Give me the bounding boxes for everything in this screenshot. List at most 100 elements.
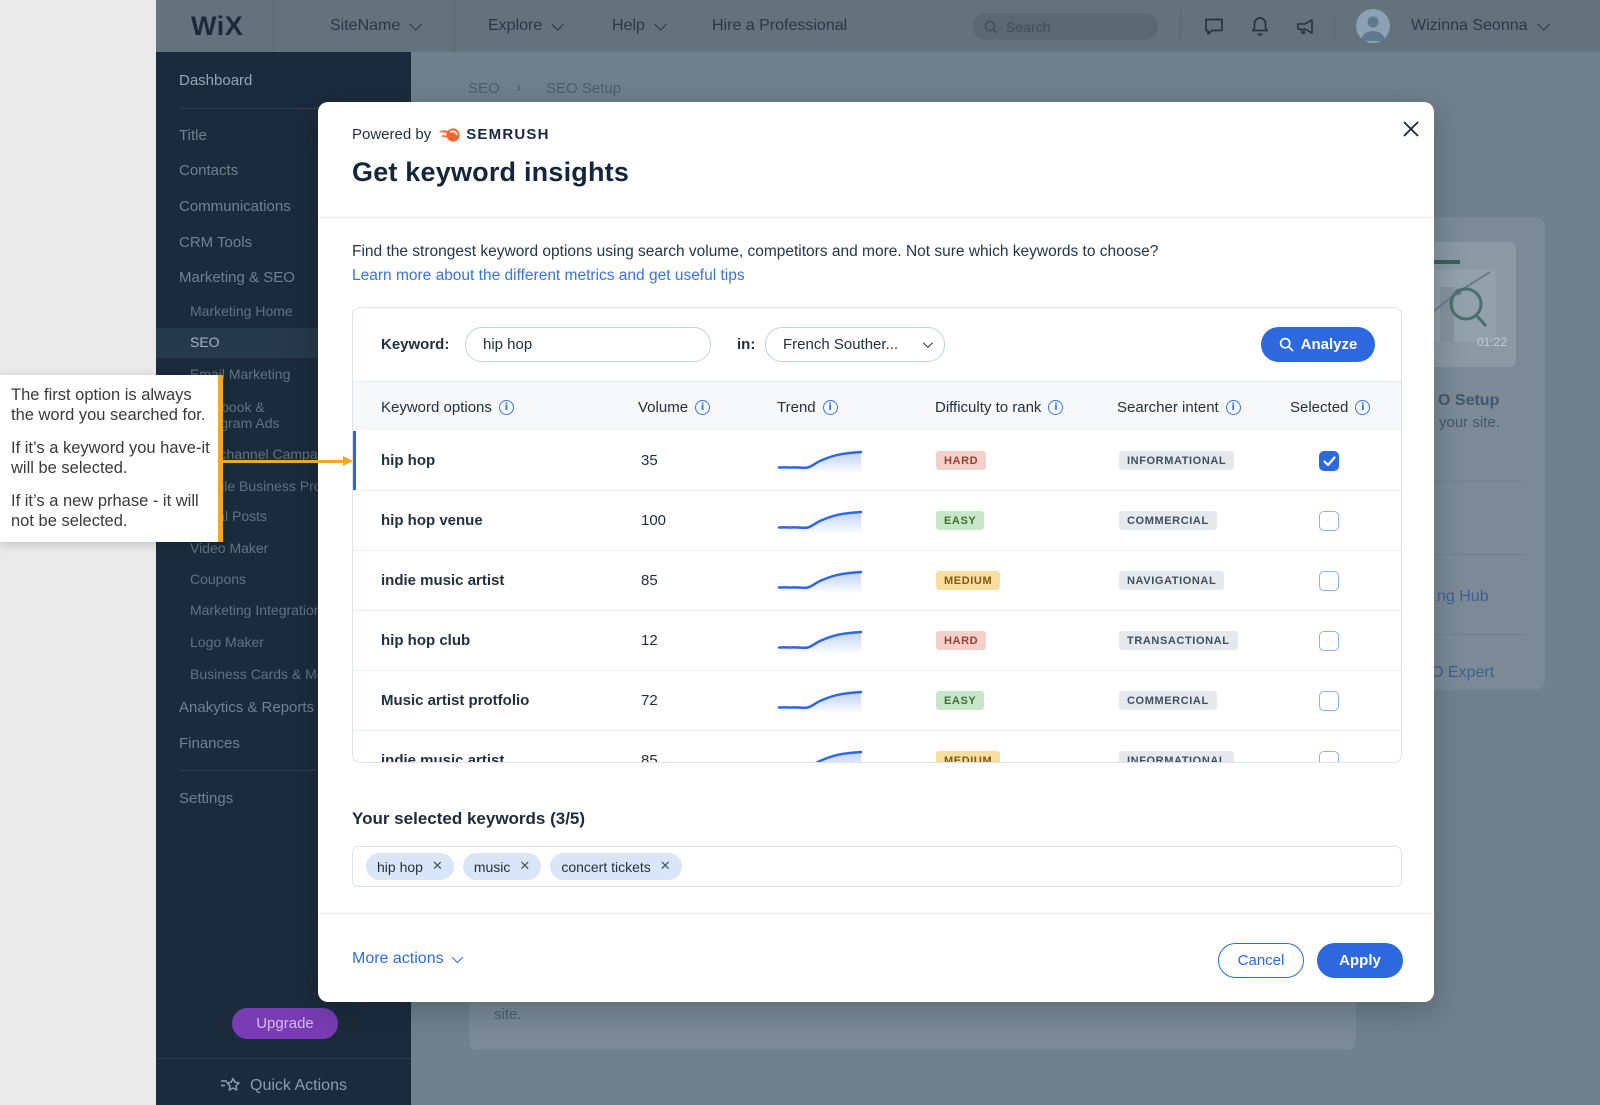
avatar[interactable]: [1356, 9, 1390, 43]
info-icon[interactable]: i: [1355, 399, 1371, 415]
cell-keyword: indie music artist: [381, 752, 505, 763]
site-name-menu[interactable]: SiteName: [330, 0, 423, 52]
learn-more-link[interactable]: Learn more about the different metrics a…: [352, 267, 745, 284]
learning-hub-link[interactable]: ng Hub: [1437, 588, 1489, 605]
sidebar-item-marketing-home[interactable]: Marketing Home: [190, 303, 293, 319]
keyword-chip[interactable]: hip hop ✕: [366, 853, 454, 880]
sidebar-item-contacts[interactable]: Contacts: [179, 162, 239, 179]
user-menu[interactable]: Wizinna Seonna: [1411, 0, 1550, 52]
info-icon[interactable]: i: [1048, 399, 1064, 415]
sidebar-item-communications[interactable]: Communications: [179, 198, 291, 215]
col-difficulty: Difficulty to rank i: [935, 382, 1064, 432]
trend-sparkline: [777, 686, 863, 719]
sidebar-item-business-cards[interactable]: Business Cards & More: [190, 666, 338, 682]
annotation-arrow-head-icon: [343, 456, 353, 466]
row-checkbox[interactable]: [1319, 451, 1339, 471]
remove-chip-icon[interactable]: ✕: [519, 859, 531, 874]
cell-volume: 35: [641, 452, 658, 469]
chevron-down-icon: [1536, 17, 1550, 31]
info-icon[interactable]: i: [695, 399, 711, 415]
table-header: Keyword options i Volume i Trend i Difficul…: [353, 381, 1401, 431]
analyze-button[interactable]: Analyze: [1261, 327, 1375, 362]
info-icon[interactable]: i: [498, 399, 514, 415]
col-trend: Trend i: [777, 382, 838, 432]
sidebar-item-crm-tools[interactable]: CRM Tools: [179, 234, 253, 251]
selected-keywords-heading: Your selected keywords (3/5): [352, 809, 586, 828]
sidebar-item-coupons[interactable]: Coupons: [190, 571, 247, 587]
search-icon: [984, 20, 998, 34]
row-checkbox[interactable]: [1319, 511, 1339, 531]
quick-actions-button[interactable]: Quick Actions: [156, 1067, 411, 1105]
sidebar-item-google-business-profile[interactable]: Google Business Profile: [190, 478, 340, 494]
remove-chip-icon[interactable]: ✕: [431, 859, 443, 874]
cell-keyword: Music artist protfolio: [381, 692, 530, 709]
cell-volume: 85: [641, 752, 658, 763]
col-volume: Volume i: [638, 382, 711, 432]
sidebar-item-multichannel-campaigns[interactable]: Multichannel Campaigns: [190, 446, 344, 462]
cell-intent: INFORMATIONAL: [1119, 731, 1235, 762]
sidebar-divider: [179, 108, 388, 109]
location-dropdown[interactable]: French Souther...: [765, 327, 945, 362]
sidebar-item-logo-maker[interactable]: Logo Maker: [190, 634, 264, 650]
row-checkbox[interactable]: [1319, 571, 1339, 591]
upgrade-button[interactable]: Upgrade: [232, 1008, 338, 1039]
selected-keywords-box[interactable]: hip hop ✕ music ✕ concert tickets ✕: [352, 846, 1402, 887]
col-keyword-options: Keyword options i: [381, 382, 514, 432]
cell-keyword: hip hop venue: [381, 512, 483, 529]
modal-divider: [318, 217, 1434, 218]
cell-volume: 85: [641, 572, 658, 589]
bottom-card-text-fragment: site.: [494, 1006, 522, 1023]
info-icon[interactable]: i: [822, 399, 838, 415]
table-row[interactable]: indie music artist 85 MEDIUM NAVIGATIONA…: [353, 551, 1401, 611]
seo-expert-link[interactable]: O Expert: [1431, 664, 1495, 681]
sidebar-item-finances[interactable]: Finances: [179, 735, 240, 752]
sidebar-item-video-maker[interactable]: Video Maker: [190, 540, 269, 556]
sidebar-item-seo[interactable]: SEO: [190, 334, 220, 350]
sidebar-divider: [156, 1058, 411, 1059]
cancel-button[interactable]: Cancel: [1218, 943, 1304, 978]
row-checkbox[interactable]: [1319, 631, 1339, 651]
bg-card-subtitle-fragment: your site.: [1439, 414, 1500, 431]
table-row[interactable]: hip hop venue 100 EASY COMMERCIAL: [353, 491, 1401, 551]
cell-difficulty: MEDIUM: [936, 551, 1001, 610]
keyword-chip[interactable]: concert tickets ✕: [550, 853, 682, 880]
trend-sparkline: [777, 746, 863, 762]
keyword-input[interactable]: hip hop: [465, 327, 711, 362]
table-row[interactable]: hip hop club 12 HARD TRANSACTIONAL: [353, 611, 1401, 671]
table-row[interactable]: hip hop 35 HARD INFORMATIONAL: [353, 431, 1401, 491]
wix-logo[interactable]: WiX: [191, 10, 244, 41]
modal-title: Get keyword insights: [352, 157, 630, 187]
sidebar-item-title[interactable]: Title: [179, 127, 207, 144]
table-row[interactable]: indie music artist 85 MEDIUM INFORMATION…: [353, 731, 1401, 763]
megaphone-icon[interactable]: [1294, 14, 1318, 38]
apply-button[interactable]: Apply: [1317, 943, 1403, 978]
sidebar-item-dashboard[interactable]: Dashboard: [179, 72, 253, 89]
video-duration: 01:22: [1477, 335, 1508, 349]
more-actions-button[interactable]: More actions: [352, 950, 463, 968]
header-search-input[interactable]: Search: [972, 13, 1158, 40]
info-icon[interactable]: i: [1225, 399, 1241, 415]
sidebar-item-marketing-seo[interactable]: Marketing & SEO: [179, 269, 295, 286]
row-checkbox[interactable]: [1319, 751, 1339, 762]
row-checkbox[interactable]: [1319, 691, 1339, 711]
cell-keyword: hip hop club: [381, 632, 471, 649]
sidebar-item-marketing-integrations[interactable]: Marketing Integrations: [190, 602, 329, 618]
explore-menu[interactable]: Explore: [488, 0, 565, 52]
annotation-paragraph: The first option is always the word you …: [11, 386, 206, 424]
trend-sparkline: [777, 446, 863, 479]
help-menu[interactable]: Help: [612, 0, 667, 52]
chat-icon[interactable]: [1202, 14, 1226, 38]
breadcrumb-seo[interactable]: SEO: [468, 80, 500, 97]
keyword-chip[interactable]: music ✕: [462, 853, 542, 880]
keyword-table-panel: Keyword: hip hop in: French Souther... A…: [352, 307, 1402, 763]
hire-a-professional-link[interactable]: Hire a Professional: [712, 17, 848, 34]
sidebar-item-analytics-reports[interactable]: Anakytics & Reports: [179, 699, 315, 716]
trend-sparkline: [777, 566, 863, 599]
close-icon[interactable]: [1401, 119, 1421, 139]
sidebar-item-settings[interactable]: Settings: [179, 790, 234, 807]
remove-chip-icon[interactable]: ✕: [659, 859, 671, 874]
cell-difficulty: EASY: [936, 671, 985, 730]
table-row[interactable]: Music artist protfolio 72 EASY COMMERCIA…: [353, 671, 1401, 731]
bell-icon[interactable]: [1248, 14, 1272, 38]
col-searcher-intent: Searcher intent i: [1117, 382, 1241, 432]
